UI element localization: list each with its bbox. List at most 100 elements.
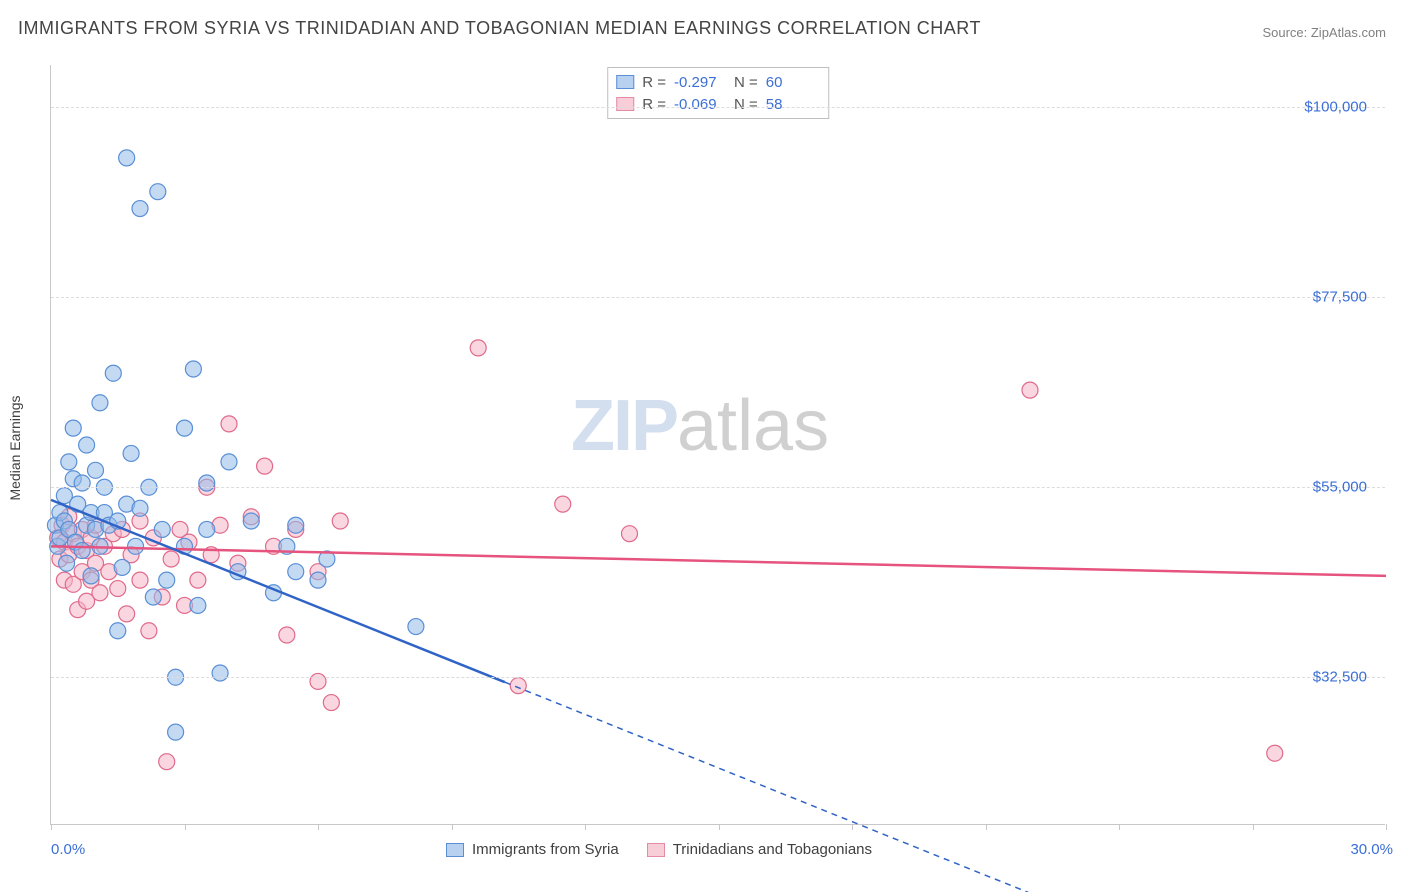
chart-title: IMMIGRANTS FROM SYRIA VS TRINIDADIAN AND… [18,18,981,39]
scatter-point [119,606,135,622]
scatter-point [408,619,424,635]
legend-top-row: R = -0.069 N = 58 [616,93,818,115]
legend-bottom-item: Immigrants from Syria [446,841,619,858]
scatter-point [168,724,184,740]
y-axis-label: Median Earnings [7,395,23,500]
legend-bottom-label: Immigrants from Syria [472,841,619,858]
legend-n-label: N = [734,96,758,113]
scatter-point [132,500,148,516]
scatter-point [257,458,273,474]
x-tick [1253,824,1254,830]
scatter-point [150,184,166,200]
y-tick-label: $100,000 [1304,99,1367,116]
scatter-point [555,496,571,512]
y-tick-label: $55,000 [1313,479,1367,496]
x-tick [585,824,586,830]
scatter-point [1022,382,1038,398]
scatter-point [310,673,326,689]
scatter-point [1267,745,1283,761]
x-tick [185,824,186,830]
scatter-point [110,623,126,639]
legend-swatch-icon [446,843,464,857]
plot-area: ZIPatlas R = -0.297 N = 60 R = -0.069 N … [50,65,1385,825]
scatter-point [190,597,206,613]
legend-swatch-icon [616,97,634,111]
scatter-point [221,454,237,470]
scatter-point [59,555,75,571]
scatter-point [119,150,135,166]
scatter-point [132,572,148,588]
scatter-point [212,665,228,681]
x-tick [318,824,319,830]
legend-n-value: 58 [766,96,818,113]
scatter-point [622,526,638,542]
x-tick [719,824,720,830]
scatter-point [65,420,81,436]
x-axis-start-label: 0.0% [51,841,85,858]
scatter-point [288,517,304,533]
legend-bottom-item: Trinidadians and Tobagonians [647,841,872,858]
scatter-point [128,538,144,554]
scatter-point [288,564,304,580]
x-tick [852,824,853,830]
scatter-point [177,420,193,436]
x-tick [986,824,987,830]
source-attribution: Source: ZipAtlas.com [1262,25,1386,40]
legend-r-value: -0.069 [674,96,726,113]
x-tick [1119,824,1120,830]
scatter-point [185,361,201,377]
scatter-point [74,475,90,491]
scatter-point [154,521,170,537]
legend-n-label: N = [734,74,758,91]
scatter-point [221,416,237,432]
scatter-point [332,513,348,529]
scatter-point [123,445,139,461]
legend-top-row: R = -0.297 N = 60 [616,71,818,93]
gridline [51,677,1385,678]
scatter-point [132,201,148,217]
scatter-point [74,543,90,559]
legend-r-value: -0.297 [674,74,726,91]
scatter-point [61,454,77,470]
scatter-point [145,589,161,605]
trend-line [51,546,1386,576]
scatter-point [141,623,157,639]
legend-bottom-label: Trinidadians and Tobagonians [673,841,872,858]
gridline [51,297,1385,298]
scatter-point [114,559,130,575]
legend-bottom: Immigrants from Syria Trinidadians and T… [446,841,872,858]
x-tick [1386,824,1387,830]
scatter-point [92,395,108,411]
x-axis-end-label: 30.0% [1350,841,1393,858]
scatter-svg [51,65,1386,825]
legend-n-value: 60 [766,74,818,91]
scatter-point [105,365,121,381]
scatter-point [163,551,179,567]
scatter-point [279,627,295,643]
scatter-point [92,585,108,601]
scatter-point [79,437,95,453]
scatter-point [88,462,104,478]
legend-r-label: R = [642,74,666,91]
legend-swatch-icon [616,75,634,89]
scatter-point [510,678,526,694]
scatter-point [159,754,175,770]
scatter-point [470,340,486,356]
scatter-point [190,572,206,588]
x-tick [452,824,453,830]
scatter-point [243,513,259,529]
scatter-point [310,572,326,588]
trend-line-extrapolated [505,682,1386,892]
scatter-point [159,572,175,588]
legend-swatch-icon [647,843,665,857]
scatter-point [83,568,99,584]
legend-r-label: R = [642,96,666,113]
scatter-point [199,521,215,537]
gridline [51,487,1385,488]
scatter-point [323,695,339,711]
legend-top: R = -0.297 N = 60 R = -0.069 N = 58 [607,67,829,119]
y-tick-label: $32,500 [1313,669,1367,686]
y-tick-label: $77,500 [1313,289,1367,306]
gridline [51,107,1385,108]
scatter-point [110,581,126,597]
